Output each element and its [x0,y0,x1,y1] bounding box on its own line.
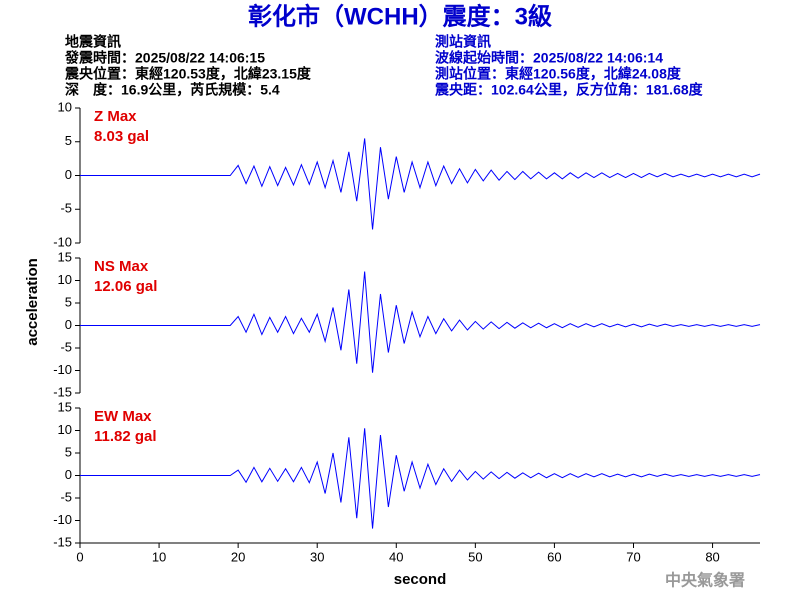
y-tick-label: 0 [65,317,72,332]
y-tick-label: -10 [53,362,72,377]
footer-logo: 中央氣象署 [665,571,745,590]
header-line: 地震資訊 [65,34,121,50]
y-tick-label: -5 [60,489,72,504]
y-tick-label: -5 [60,339,72,354]
y-tick-label: -15 [53,534,72,549]
trace-label: Z Max [94,108,137,125]
y-tick-label: 5 [65,133,72,148]
y-tick-label: 10 [58,99,72,114]
x-tick-label: 0 [76,549,83,564]
x-tick-label: 60 [547,549,561,564]
header-line: 波線起始時間：2025/08/22 14:06:14 [435,50,663,66]
y-tick-label: 0 [65,167,72,182]
y-tick-label: 10 [58,272,72,287]
header-line: 深 度：16.9公里，芮氏規模：5.4 [65,82,280,98]
y-tick-label: -10 [53,234,72,249]
y-tick-label: -15 [53,384,72,399]
x-tick-label: 80 [705,549,719,564]
waveform [80,428,761,529]
header-line: 震央距：102.64公里，反方位角：181.68度 [434,82,704,98]
y-tick-label: -10 [53,512,72,527]
x-tick-label: 50 [468,549,482,564]
trace-label: NS Max [94,258,149,275]
header-line: 測站資訊 [435,34,491,50]
y-axis-label: acceleration [24,258,41,346]
trace-label: EW Max [94,408,152,425]
waveform [80,271,761,373]
y-tick-label: 5 [65,294,72,309]
x-tick-label: 70 [626,549,640,564]
y-tick-label: 15 [58,399,72,414]
x-tick-label: 40 [389,549,403,564]
header-line: 震央位置：東經120.53度，北緯23.15度 [64,66,312,82]
trace-max: 12.06 gal [94,278,157,295]
y-tick-label: 0 [65,467,72,482]
x-tick-label: 30 [310,549,324,564]
header-line: 發震時間：2025/08/22 14:06:15 [64,50,265,66]
y-tick-label: -5 [60,201,72,216]
y-tick-label: 15 [58,249,72,264]
y-tick-label: 10 [58,422,72,437]
title: 彰化市（WCHH）震度：3級 [248,2,552,30]
x-tick-label: 20 [231,549,245,564]
trace-max: 11.82 gal [94,428,157,445]
waveform [80,138,761,230]
x-tick-label: 10 [152,549,166,564]
trace-max: 8.03 gal [94,128,149,145]
header-line: 測站位置：東經120.56度，北緯24.08度 [435,66,682,82]
x-axis-label: second [394,571,447,588]
y-tick-label: 5 [65,444,72,459]
